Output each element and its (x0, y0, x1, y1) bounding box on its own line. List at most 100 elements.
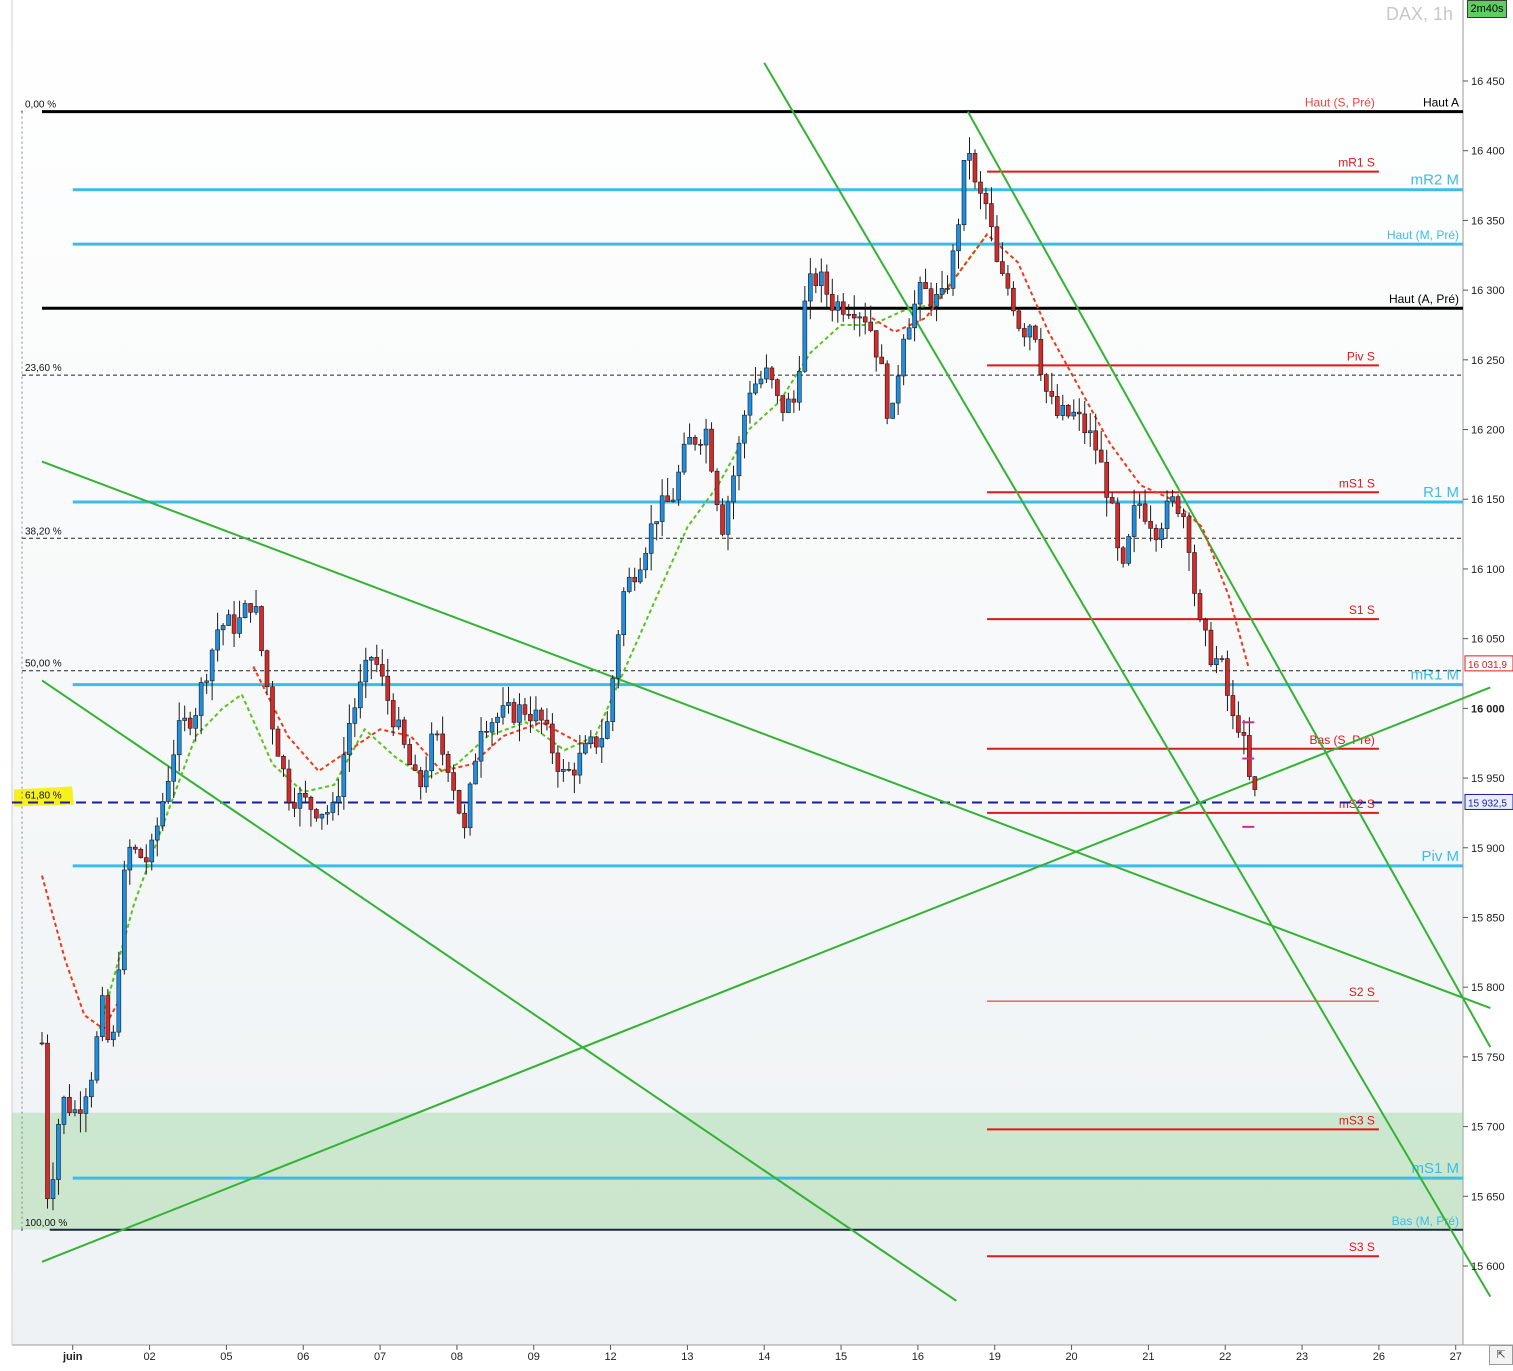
markers (1242, 721, 1255, 828)
candle-body-173 (989, 203, 994, 228)
candle-body-170 (972, 153, 978, 183)
candle-body-110 (643, 553, 648, 571)
candle-body-44 (281, 756, 286, 770)
candle-body-34 (226, 614, 231, 626)
candle-body-185 (1054, 396, 1060, 416)
candle-body-96 (566, 769, 572, 771)
x-tick-label-12: 19 (989, 1351, 1001, 1363)
support-zone-rect (12, 1112, 1463, 1230)
candle-body-183 (1044, 374, 1049, 392)
ma-red-line (41, 875, 120, 1031)
candle-body-147 (846, 314, 852, 316)
candle-body-115 (670, 499, 676, 502)
scroll-to-end-button[interactable]: ⇱ (1489, 1345, 1513, 1365)
candle-body-204 (1159, 528, 1164, 540)
level-label-11: Bas (S, Pré) (1310, 733, 1375, 747)
candle-body-197 (1120, 547, 1126, 564)
candle-body-97 (572, 769, 577, 776)
candle-body-158 (906, 327, 912, 340)
candle-body-220 (1247, 735, 1252, 777)
candle-body-143 (824, 271, 830, 295)
level-label-0: Haut A (1423, 96, 1459, 110)
candle-body-125 (725, 501, 731, 535)
level-label-4: Haut (M, Pré) (1387, 228, 1459, 242)
candle-body-41 (264, 650, 270, 688)
candle-body-10 (94, 1036, 100, 1081)
candle-body-187 (1065, 405, 1071, 417)
x-tick-label-8: 13 (681, 1351, 693, 1363)
candle-body-55 (341, 754, 347, 797)
fibonacci-levels: 0,00 % 23,60 % 38,20 % 50,00 % 61,80 % 100,00… (12, 100, 1463, 1231)
candle-body-132 (764, 367, 769, 380)
candle-body-48 (303, 793, 308, 798)
level-label-7: mS1 S (1339, 476, 1375, 490)
y-tick-label-16: 15 650 (1471, 1191, 1505, 1203)
y-tick-label-14: 15 750 (1471, 1052, 1505, 1064)
candle-body-117 (681, 443, 687, 473)
candle-body-123 (714, 470, 720, 505)
x-tick-label-6: 09 (528, 1351, 540, 1363)
trendlines (41, 62, 1492, 1302)
candle-body-131 (758, 378, 764, 385)
candle-body-144 (829, 293, 835, 311)
candle-body-8 (83, 1096, 89, 1114)
level-label-12: mS2 S (1339, 797, 1375, 811)
level-label-13: Piv M (1422, 848, 1460, 865)
candle-body-167 (956, 224, 961, 252)
candle-body-73 (440, 733, 445, 755)
candle-body-109 (637, 569, 643, 583)
candle-body-212 (1203, 619, 1208, 631)
y-tick-label-5: 16 200 (1471, 425, 1505, 437)
candle-body-13 (111, 1031, 116, 1041)
candle-body-210 (1192, 552, 1197, 594)
y-tick-label-10: 15 950 (1471, 773, 1505, 785)
candle-body-26 (182, 717, 187, 721)
candle-body-29 (198, 682, 204, 716)
candle-body-64 (390, 700, 396, 728)
candle-body-31 (209, 649, 215, 682)
candle-body-188 (1071, 411, 1077, 417)
candle-body-84 (500, 705, 506, 718)
candle-body-3 (56, 1124, 61, 1180)
y-tick-label-7: 16 100 (1471, 564, 1505, 576)
candle-body-83 (495, 716, 500, 723)
candle-body-148 (851, 314, 857, 319)
level-label-5: Haut (A, Pré) (1389, 292, 1459, 306)
candle-body-157 (901, 338, 906, 377)
plot-area (12, 0, 1463, 1345)
trendline-2 (41, 686, 1491, 1263)
x-tick-label-7: 12 (604, 1351, 616, 1363)
candle-body-199 (1131, 505, 1137, 537)
candle-body-25 (176, 720, 182, 756)
candle-body-24 (171, 754, 177, 782)
candle-body-159 (912, 303, 917, 329)
candle-body-191 (1087, 430, 1093, 434)
candle-body-78 (467, 783, 473, 829)
candle-body-17 (132, 846, 138, 850)
fib-label-3: 50,00 % (25, 659, 62, 670)
candle-body-151 (868, 321, 874, 331)
fib-label-4: 61,80 % (25, 790, 62, 801)
fib-label-5: 100,00 % (25, 1218, 67, 1229)
candles (39, 137, 1258, 1211)
candle-body-121 (703, 428, 709, 446)
candle-body-172 (983, 193, 989, 204)
candle-body-106 (621, 591, 627, 636)
candle-body-52 (325, 812, 330, 815)
candle-body-221 (1252, 776, 1258, 790)
candle-body-142 (819, 271, 824, 286)
y-tick-label-3: 16 300 (1471, 285, 1505, 297)
fib-label-2: 38,20 % (25, 526, 62, 537)
level-label-17: Bas (M, Pré) (1392, 1214, 1459, 1228)
candle-body-207 (1175, 496, 1181, 514)
candle-body-129 (747, 392, 753, 416)
candle-body-80 (478, 731, 484, 762)
candle-body-196 (1115, 502, 1120, 549)
candle-body-89 (528, 714, 533, 722)
candle-body-88 (522, 704, 528, 715)
candle-body-59 (363, 659, 369, 683)
candle-body-69 (418, 770, 423, 788)
candle-body-72 (434, 733, 440, 736)
